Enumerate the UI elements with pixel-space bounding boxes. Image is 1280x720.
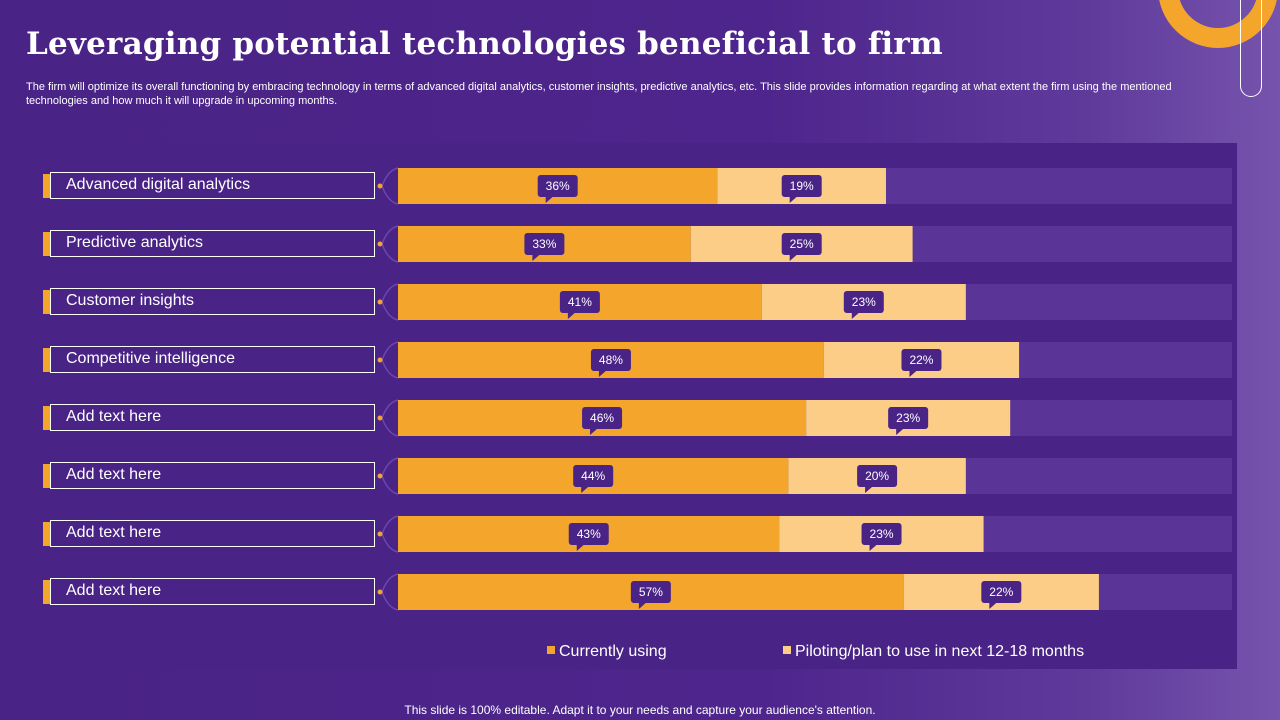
category-label-tab bbox=[43, 290, 50, 314]
category-label-4: Add text here bbox=[50, 404, 375, 431]
bar-track-1 bbox=[398, 226, 1232, 262]
category-label-2: Customer insights bbox=[50, 288, 375, 315]
category-label-tab bbox=[43, 464, 50, 488]
legend-item-currently-using: Currently using bbox=[547, 643, 667, 661]
decorative-pill-outline bbox=[1240, 0, 1262, 97]
category-label-6: Add text here bbox=[50, 520, 375, 547]
legend-swatch-currently-using bbox=[547, 646, 555, 654]
bar-track-7 bbox=[398, 574, 1232, 610]
category-label-tab bbox=[43, 232, 50, 256]
bar-track-5 bbox=[398, 458, 1232, 494]
category-label-5: Add text here bbox=[50, 462, 375, 489]
category-label-3: Competitive intelligence bbox=[50, 346, 375, 373]
category-label-0: Advanced digital analytics bbox=[50, 172, 375, 199]
legend-label-piloting: Piloting/plan to use in next 12-18 month… bbox=[795, 643, 1085, 660]
category-label-1: Predictive analytics bbox=[50, 230, 375, 257]
bar-track-6 bbox=[398, 516, 1232, 552]
legend-swatch-piloting bbox=[783, 646, 791, 654]
footer-note: This slide is 100% editable. Adapt it to… bbox=[404, 703, 876, 717]
category-label-tab bbox=[43, 406, 50, 430]
category-label-tab bbox=[43, 174, 50, 198]
bar-track-3 bbox=[398, 342, 1232, 378]
category-label-tab bbox=[43, 522, 50, 546]
category-label-7: Add text here bbox=[50, 578, 375, 605]
category-label-tab bbox=[43, 348, 50, 372]
category-label-tab bbox=[43, 580, 50, 604]
bar-track-4 bbox=[398, 400, 1232, 436]
legend-item-piloting: Piloting/plan to use in next 12-18 month… bbox=[783, 643, 1084, 661]
legend-label-currently-using: Currently using bbox=[559, 643, 667, 660]
bar-track-2 bbox=[398, 284, 1232, 320]
page-subtitle: The firm will optimize its overall funct… bbox=[26, 81, 1172, 107]
bar-track-0 bbox=[398, 168, 1232, 204]
page-title: Leveraging potential technologies benefi… bbox=[26, 26, 943, 62]
